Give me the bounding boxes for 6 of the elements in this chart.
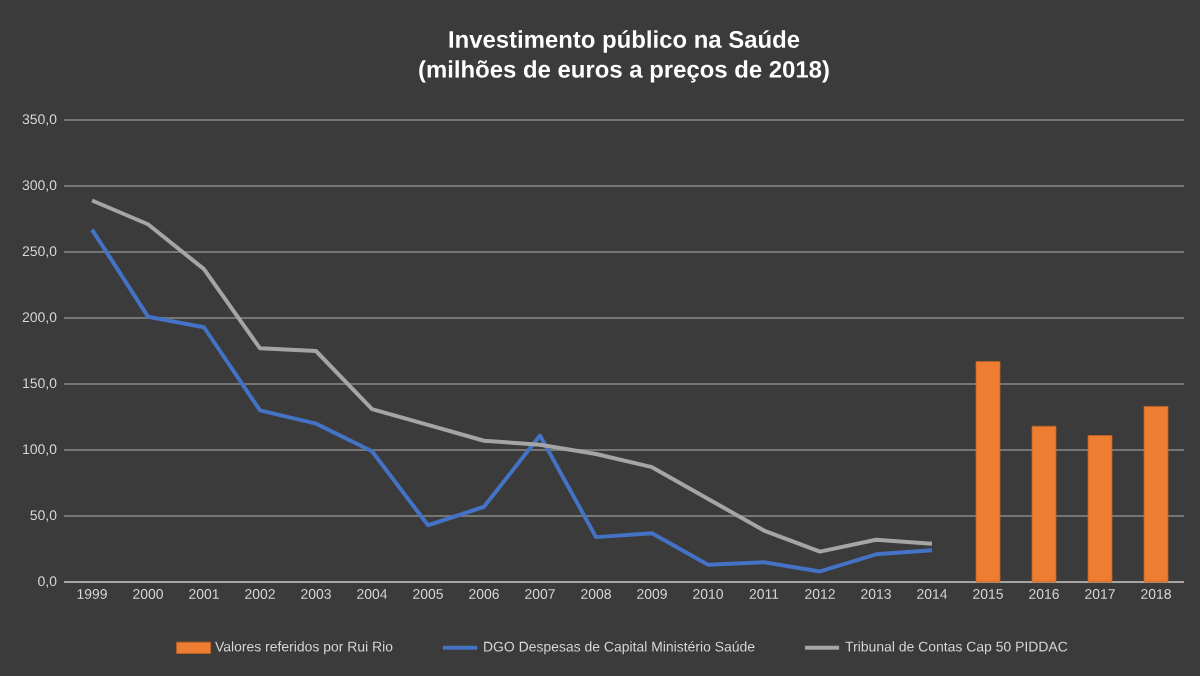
chart-subtitle: (milhões de euros a preços de 2018) xyxy=(419,60,829,83)
bar xyxy=(1143,406,1169,583)
bar xyxy=(1031,425,1057,583)
bar xyxy=(975,361,1001,583)
bar xyxy=(1087,435,1113,583)
chart-title: Investimento público na Saúde xyxy=(449,30,800,53)
